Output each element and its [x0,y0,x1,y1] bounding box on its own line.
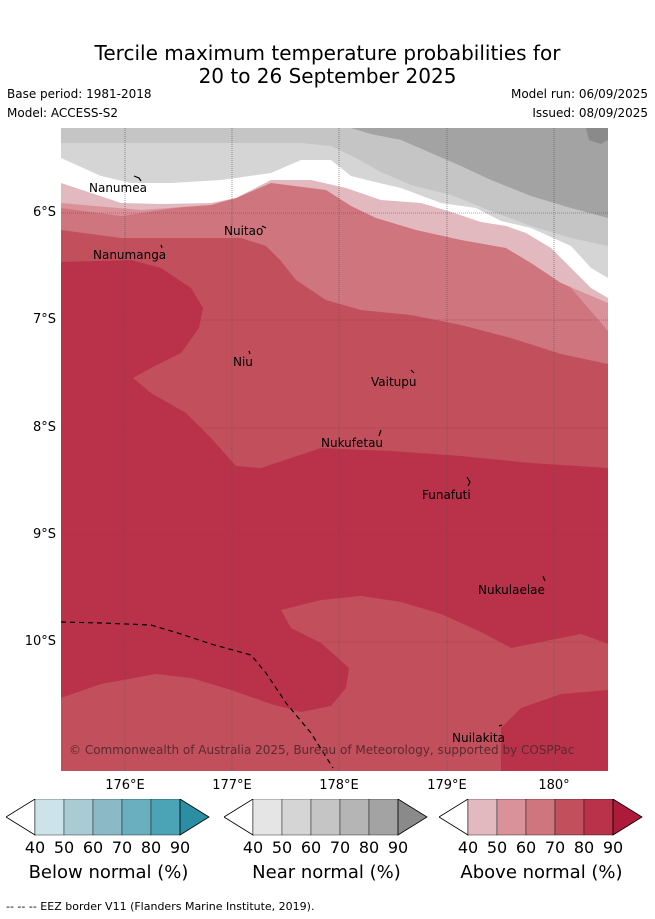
below-normal-tick-80: 80 [140,838,162,857]
below-normal-colorbar-svg [5,798,210,836]
above-70-80-zone-south [61,596,608,771]
below-normal-tick-60: 60 [82,838,104,857]
below-normal-colorbar: 40 50 60 70 80 90 Below normal (%) [5,798,211,883]
above-normal-swatch-under [438,798,469,836]
near-normal-swatch-over [397,798,428,836]
below-normal-swatch-40 [34,798,65,836]
near-normal-colorbar: 40 50 60 70 80 90 Near normal (%) [223,798,429,883]
place-label-funafuti: Funafuti [422,488,471,502]
below-normal-swatch-under [5,798,36,836]
lat-label-7s: 7°S [32,312,56,327]
below-normal-swatch-50 [63,798,94,836]
lat-label-6s: 6°S [32,205,56,220]
above-normal-tick-80: 80 [573,838,595,857]
near-normal-swatch-under [223,798,254,836]
probability-map [61,128,608,771]
above-normal-tick-90: 90 [602,838,624,857]
eez-legend: -- -- -- EEZ border V11 (Flanders Marine… [6,900,315,913]
above-normal-tick-40: 40 [457,838,479,857]
near-normal-colorbar-svg [223,798,428,836]
above-normal-colorbar-svg [438,798,643,836]
lat-label-9s: 9°S [32,527,56,542]
place-label-nanumanga: Nanumanga [93,248,167,262]
above-normal-colorbar: 40 50 60 70 80 90 Above normal (%) [438,798,644,883]
below-normal-tick-90: 90 [169,838,191,857]
below-normal-tick-70: 70 [111,838,133,857]
place-label-vaitupu: Vaitupu [371,375,417,389]
above-normal-swatch-50 [496,798,527,836]
place-label-nanumea: Nanumea [89,181,147,195]
near-normal-swatch-70 [339,798,370,836]
near-normal-swatch-40 [252,798,283,836]
below-normal-swatch-80 [150,798,181,836]
near-normal-swatch-50 [281,798,312,836]
lat-label-8s: 8°S [32,420,56,435]
lon-label-180: 180° [538,778,570,793]
above-normal-tick-60: 60 [515,838,537,857]
near-normal-tick-60: 60 [300,838,322,857]
near-normal-swatch-60 [310,798,341,836]
eez-border [61,621,334,769]
model-run: Model run: 06/09/2025 [510,87,648,101]
above-normal-colorbar-title: Above normal (%) [460,862,623,883]
map-title-line1: Tercile maximum temperature probabilitie… [94,41,561,65]
lon-label-177e: 177°E [212,778,252,793]
model-name: Model: ACCESS-S2 [7,106,119,120]
place-label-nuilakita: Nuilakita [452,731,505,745]
issued-date: Issued: 08/09/2025 [532,106,648,120]
near-normal-tick-80: 80 [358,838,380,857]
below-normal-tick-40: 40 [24,838,46,857]
above-normal-tick-70: 70 [544,838,566,857]
place-label-nukufetau: Nukufetau [321,436,384,450]
below-normal-swatch-over [179,798,210,836]
near-normal-tick-40: 40 [242,838,264,857]
copyright-notice: © Commonwealth of Australia 2025, Bureau… [69,743,575,757]
below-normal-tick-50: 50 [53,838,75,857]
near-70-80-zone [351,128,608,218]
base-period: Base period: 1981-2018 [7,87,152,101]
lat-label-10s: 10°S [24,634,56,649]
map-title-line2: 20 to 26 September 2025 [198,64,457,88]
below-normal-swatch-70 [121,798,152,836]
lon-label-176e: 176°E [105,778,145,793]
above-normal-tick-50: 50 [486,838,508,857]
place-label-niu: Niu [233,355,253,369]
near-normal-tick-90: 90 [387,838,409,857]
above-normal-swatch-70 [554,798,585,836]
near-normal-swatch-80 [368,798,399,836]
place-label-nukulaelae: Nukulaelae [478,583,545,597]
above-normal-swatch-40 [467,798,498,836]
below-normal-swatch-60 [92,798,123,836]
near-normal-tick-70: 70 [329,838,351,857]
below-normal-colorbar-title: Below normal (%) [28,862,189,883]
lon-label-178e: 178°E [319,778,359,793]
near-normal-colorbar-title: Near normal (%) [252,862,401,883]
near-80-90-zone [586,128,608,144]
near-normal-tick-50: 50 [271,838,293,857]
above-normal-swatch-60 [525,798,556,836]
above-normal-swatch-80 [583,798,614,836]
lon-label-179e: 179°E [427,778,467,793]
place-label-nuitao: Nuitao [224,224,264,238]
island-markers [133,175,546,727]
above-normal-swatch-over [612,798,643,836]
